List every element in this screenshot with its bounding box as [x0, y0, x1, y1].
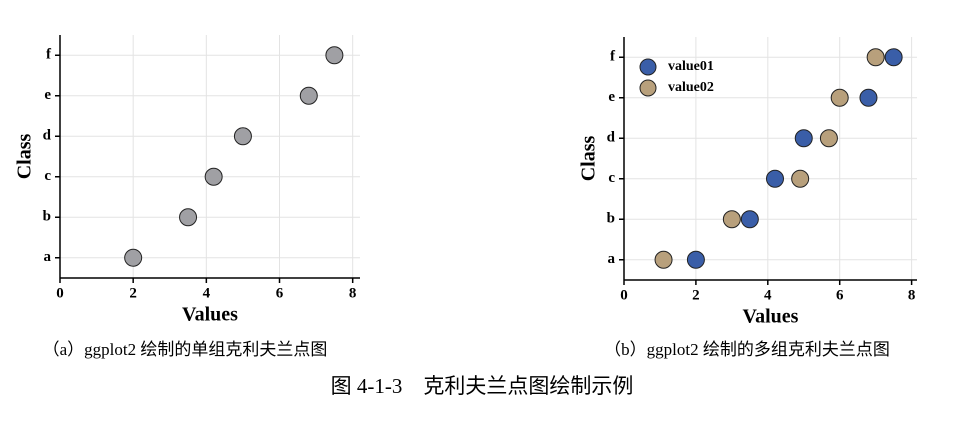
dot [233, 127, 252, 146]
x-tick-label: 6 [276, 285, 284, 301]
y-tick-label: e [44, 87, 51, 103]
x-axis-title: Values [743, 306, 799, 328]
y-axis-title: Class [578, 136, 600, 182]
chart-caption: （b）ggplot2 绘制的多组克利夫兰点图 [604, 340, 890, 359]
x-tick-label: 4 [764, 287, 772, 303]
x-tick-label: 8 [349, 285, 357, 301]
legend-swatch [639, 58, 657, 76]
dot [722, 210, 741, 229]
dot [686, 250, 705, 269]
x-tick-label: 4 [203, 285, 211, 301]
y-tick-label: d [43, 128, 52, 144]
y-tick-label: b [607, 211, 615, 227]
x-tick-label: 8 [908, 287, 916, 303]
dot [794, 129, 813, 148]
dot [791, 169, 810, 188]
x-axis-title: Values [182, 304, 238, 326]
chart-caption: （a）ggplot2 绘制的单组克利夫兰点图 [43, 340, 328, 359]
x-tick-label: 0 [620, 287, 628, 303]
dot [740, 210, 759, 229]
figure-caption: 图 4-1-3 克利夫兰点图绘制示例 [331, 374, 634, 398]
dot [179, 208, 198, 227]
y-tick-label: c [44, 168, 51, 184]
y-tick-label: d [607, 130, 616, 146]
legend-label: value02 [668, 80, 714, 95]
dot [866, 48, 885, 67]
legend-label: value01 [668, 59, 714, 74]
plot-panel [60, 35, 360, 278]
legend-swatch [639, 79, 657, 97]
plot-panel [624, 37, 917, 280]
dot [830, 88, 849, 107]
y-tick-label: f [610, 49, 616, 65]
dot [859, 88, 878, 107]
y-tick-label: c [608, 170, 615, 186]
x-tick-label: 0 [56, 285, 64, 301]
dot [884, 48, 903, 67]
dot [654, 250, 673, 269]
y-tick-label: a [44, 249, 52, 265]
dot [124, 248, 143, 267]
dot [204, 167, 223, 186]
dot [299, 86, 318, 105]
x-tick-label: 2 [692, 287, 700, 303]
y-tick-label: b [43, 209, 51, 225]
dot [819, 129, 838, 148]
x-tick-label: 6 [836, 287, 844, 303]
dot [325, 46, 344, 65]
y-axis-title: Class [14, 134, 36, 180]
y-tick-label: e [608, 89, 615, 105]
x-tick-label: 2 [129, 285, 137, 301]
y-tick-label: a [608, 251, 616, 267]
dot [765, 169, 784, 188]
y-tick-label: f [46, 47, 52, 63]
